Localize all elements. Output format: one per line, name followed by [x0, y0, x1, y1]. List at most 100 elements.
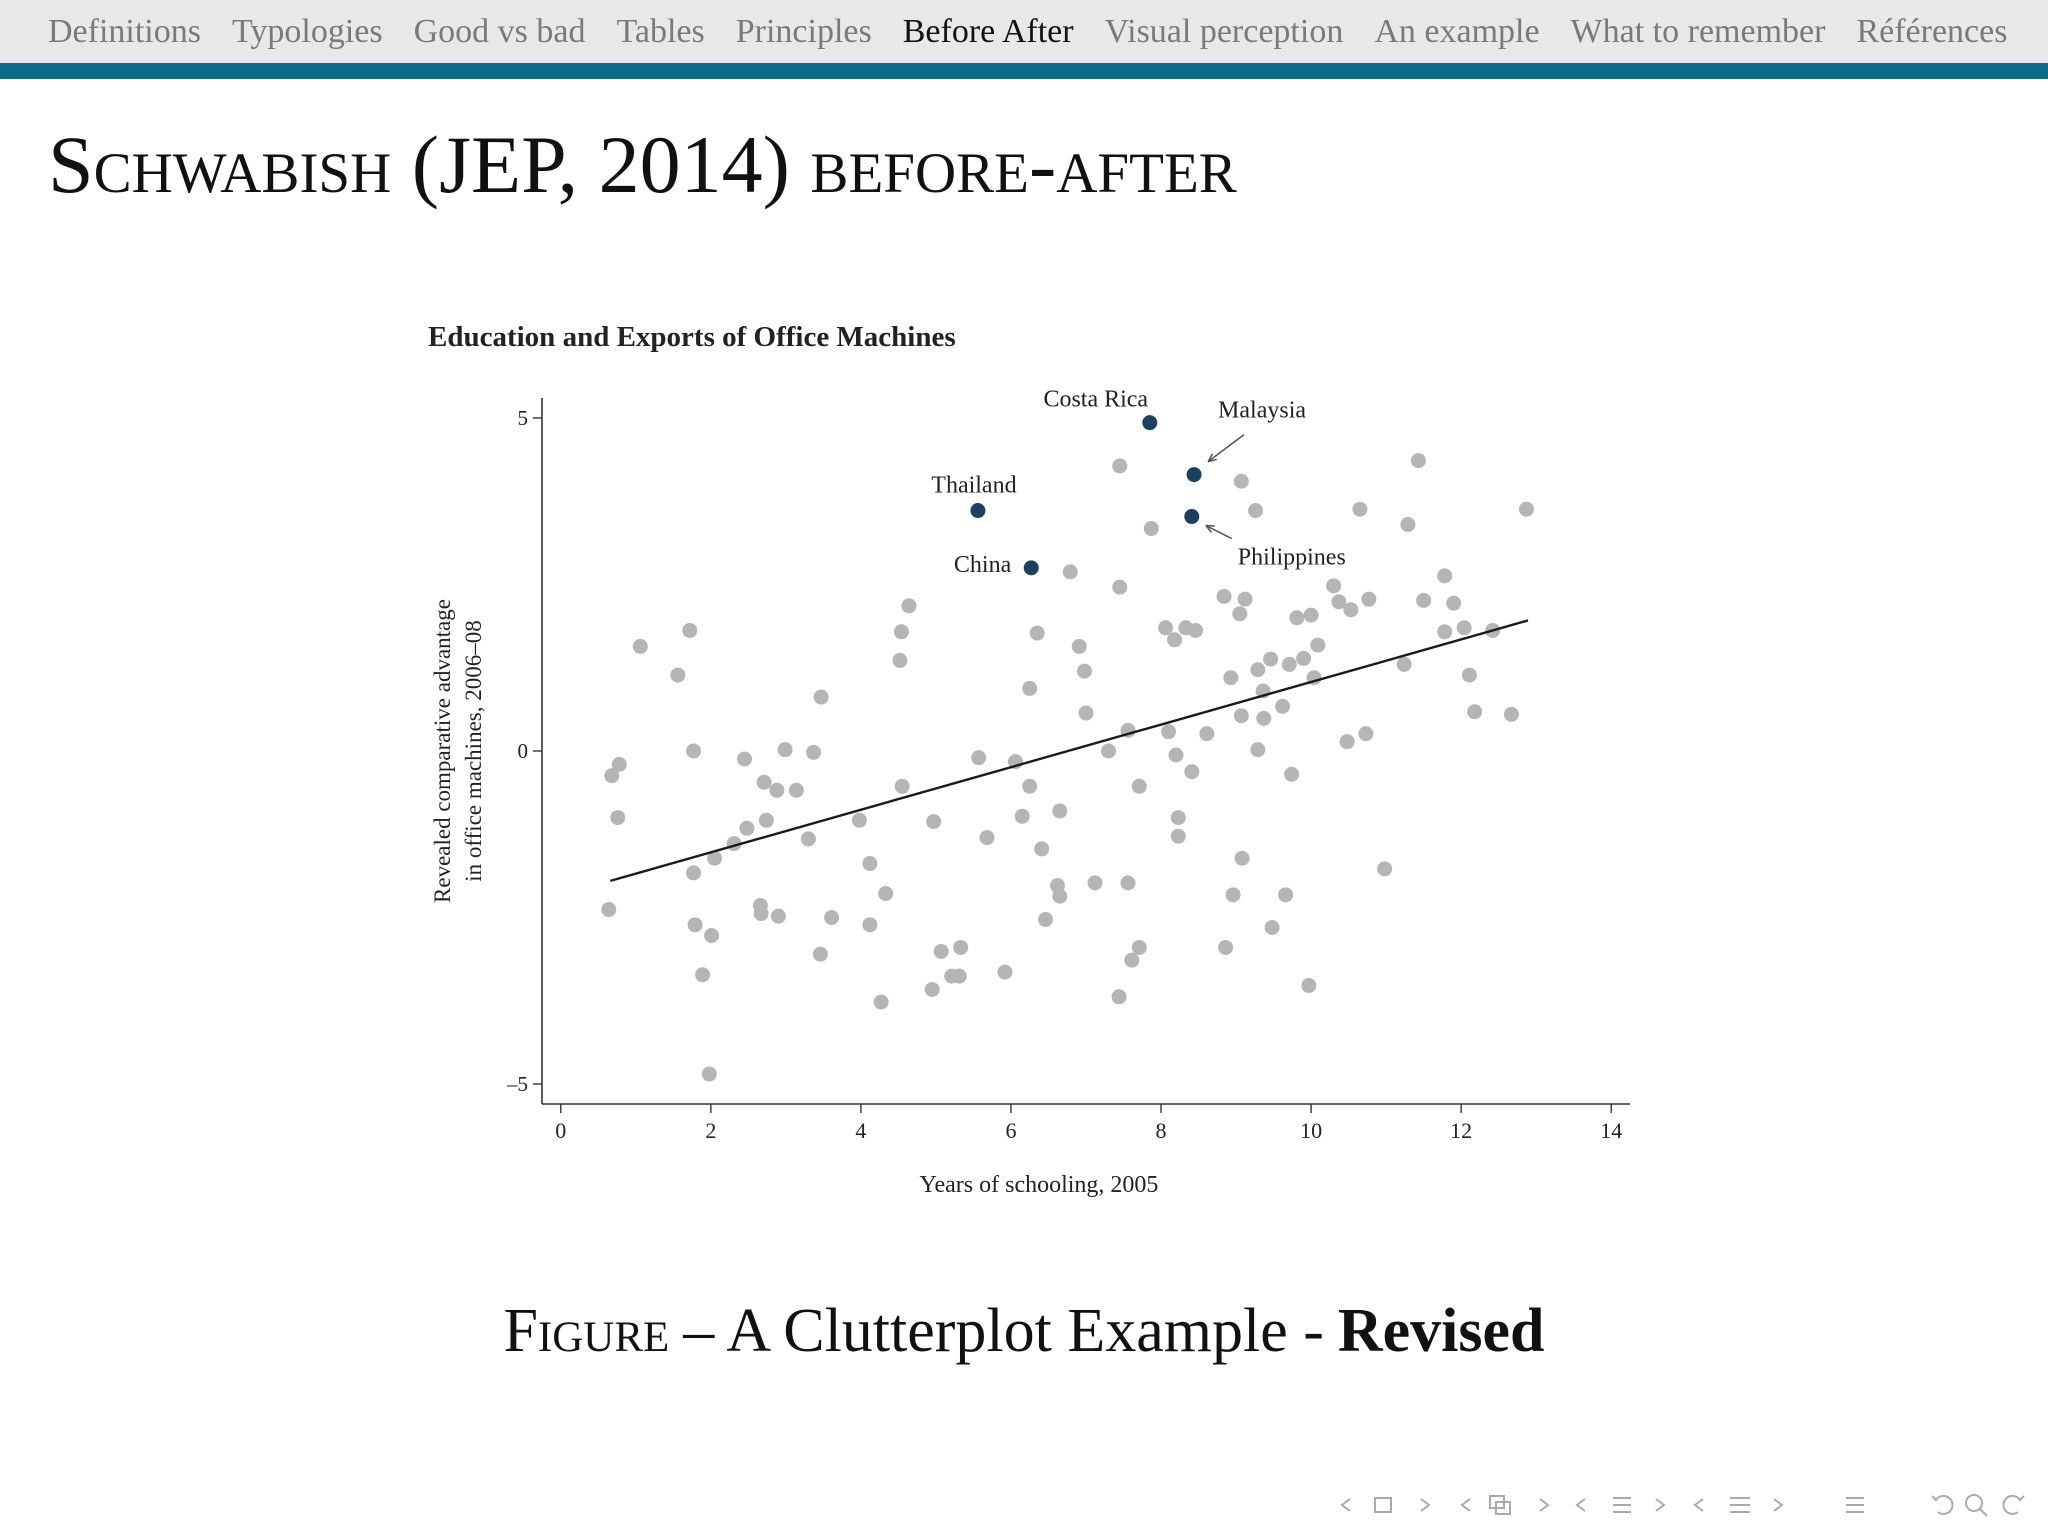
x-tick-label: 4 [855, 1118, 866, 1143]
highlighted-point [1186, 467, 1202, 483]
scatter-point [1022, 778, 1038, 794]
scatter-point [682, 622, 698, 638]
scatter-point [1052, 803, 1068, 819]
nav-item[interactable]: Before After [902, 12, 1074, 50]
scatter-point [1296, 650, 1312, 666]
scatter-point [1112, 579, 1128, 595]
header-rule [0, 63, 2048, 79]
scatter-point [1188, 622, 1204, 638]
scatter-point [1234, 850, 1250, 866]
scatter-point [1232, 606, 1248, 622]
scatter-point [824, 910, 840, 926]
scatter-point [1143, 521, 1159, 537]
nav-item[interactable]: Visual perception [1104, 12, 1344, 50]
x-tick-label: 0 [555, 1118, 566, 1143]
scatter-point [806, 744, 822, 760]
highlighted-point [970, 503, 986, 519]
y-tick-label: 0 [518, 739, 529, 763]
annotation-arrow [1205, 524, 1233, 540]
scatter-point [1170, 828, 1186, 844]
scatter-point [997, 964, 1013, 980]
point-label: Costa Rica [1043, 387, 1148, 413]
scatter-point [1184, 764, 1200, 780]
fit-line [609, 619, 1529, 883]
scatter-point [851, 812, 867, 828]
x-tick-label: 12 [1450, 1118, 1472, 1143]
scatter-point [758, 812, 774, 828]
scatter-point [611, 756, 627, 772]
scatter-point [800, 831, 816, 847]
scatter-point [1343, 602, 1359, 618]
scatter-point [769, 782, 785, 798]
y-axis-label: in office machines, 2006–08 [461, 620, 486, 881]
scatter-point [1101, 743, 1117, 759]
scatter-point [1052, 888, 1068, 904]
scatter-point [953, 939, 969, 955]
scatter-point [873, 994, 889, 1010]
nav-item[interactable]: Tables [616, 12, 705, 50]
scatter-point [1263, 651, 1279, 667]
nav-item[interactable]: Principles [735, 12, 872, 50]
nav-item[interactable]: Références [1856, 12, 2008, 50]
x-tick-label: 8 [1156, 1118, 1167, 1143]
scatter-point [1158, 620, 1174, 636]
scatter-point [1289, 610, 1305, 626]
scatter-point [1446, 595, 1462, 611]
nav-item[interactable]: Definitions [48, 12, 201, 50]
figure-caption: Figure – A Clutterplot Example - Revised [0, 1296, 2048, 1367]
scatter-point [1120, 875, 1136, 891]
scatter-point [1410, 453, 1426, 469]
scatter-point [1310, 637, 1326, 653]
highlighted-point [1023, 560, 1039, 576]
scatter-point [1467, 704, 1483, 720]
scatter-point [1168, 747, 1184, 763]
scatter-point [788, 782, 804, 798]
scatter-point [893, 624, 909, 640]
scatter-point [1225, 887, 1241, 903]
scatter-point [1503, 706, 1519, 722]
scatter-point [1301, 977, 1317, 993]
scatter-point [1131, 939, 1147, 955]
nav-item[interactable]: What to remember [1570, 12, 1826, 50]
scatter-point [1062, 564, 1078, 580]
scatter-point [1284, 766, 1300, 782]
scatter-point [770, 908, 786, 924]
scatter-point [894, 778, 910, 794]
scatter-point [1034, 841, 1050, 857]
scatter-point [1250, 662, 1266, 678]
scatter-point [1216, 588, 1232, 604]
x-tick-label: 2 [705, 1118, 716, 1143]
scatter-point [610, 810, 626, 826]
scatter-point [1416, 592, 1432, 608]
scatter-point [1264, 920, 1280, 935]
scatter-point [1029, 625, 1045, 641]
scatter-point [1400, 517, 1416, 533]
scatter-point [1303, 607, 1319, 623]
scatter-point [1437, 624, 1453, 640]
scatter-point [979, 830, 995, 846]
scatter-point [1131, 778, 1147, 794]
scatter-point [1326, 578, 1342, 594]
nav-item[interactable]: Typologies [231, 12, 383, 50]
x-tick-label: 14 [1600, 1118, 1622, 1143]
scatter-point [1078, 705, 1094, 721]
scatter-point [1275, 698, 1291, 714]
scatter-point [695, 967, 711, 983]
scatter-point [686, 743, 702, 759]
scatter-point [707, 850, 723, 866]
scatter-point [701, 1066, 717, 1082]
scatter-point [1111, 989, 1127, 1005]
scatter-point [601, 902, 617, 918]
scatter-point [1233, 708, 1249, 724]
nav-item[interactable]: An example [1374, 12, 1540, 50]
scatter-point [1014, 808, 1030, 824]
nav-item[interactable]: Good vs bad [413, 12, 586, 50]
scatter-point [933, 943, 949, 959]
point-label: Malaysia [1218, 398, 1306, 424]
scatter-point [1167, 632, 1183, 648]
scatter-point [1248, 503, 1264, 519]
scatter-point [1331, 594, 1347, 610]
scatter-point [1518, 501, 1534, 517]
